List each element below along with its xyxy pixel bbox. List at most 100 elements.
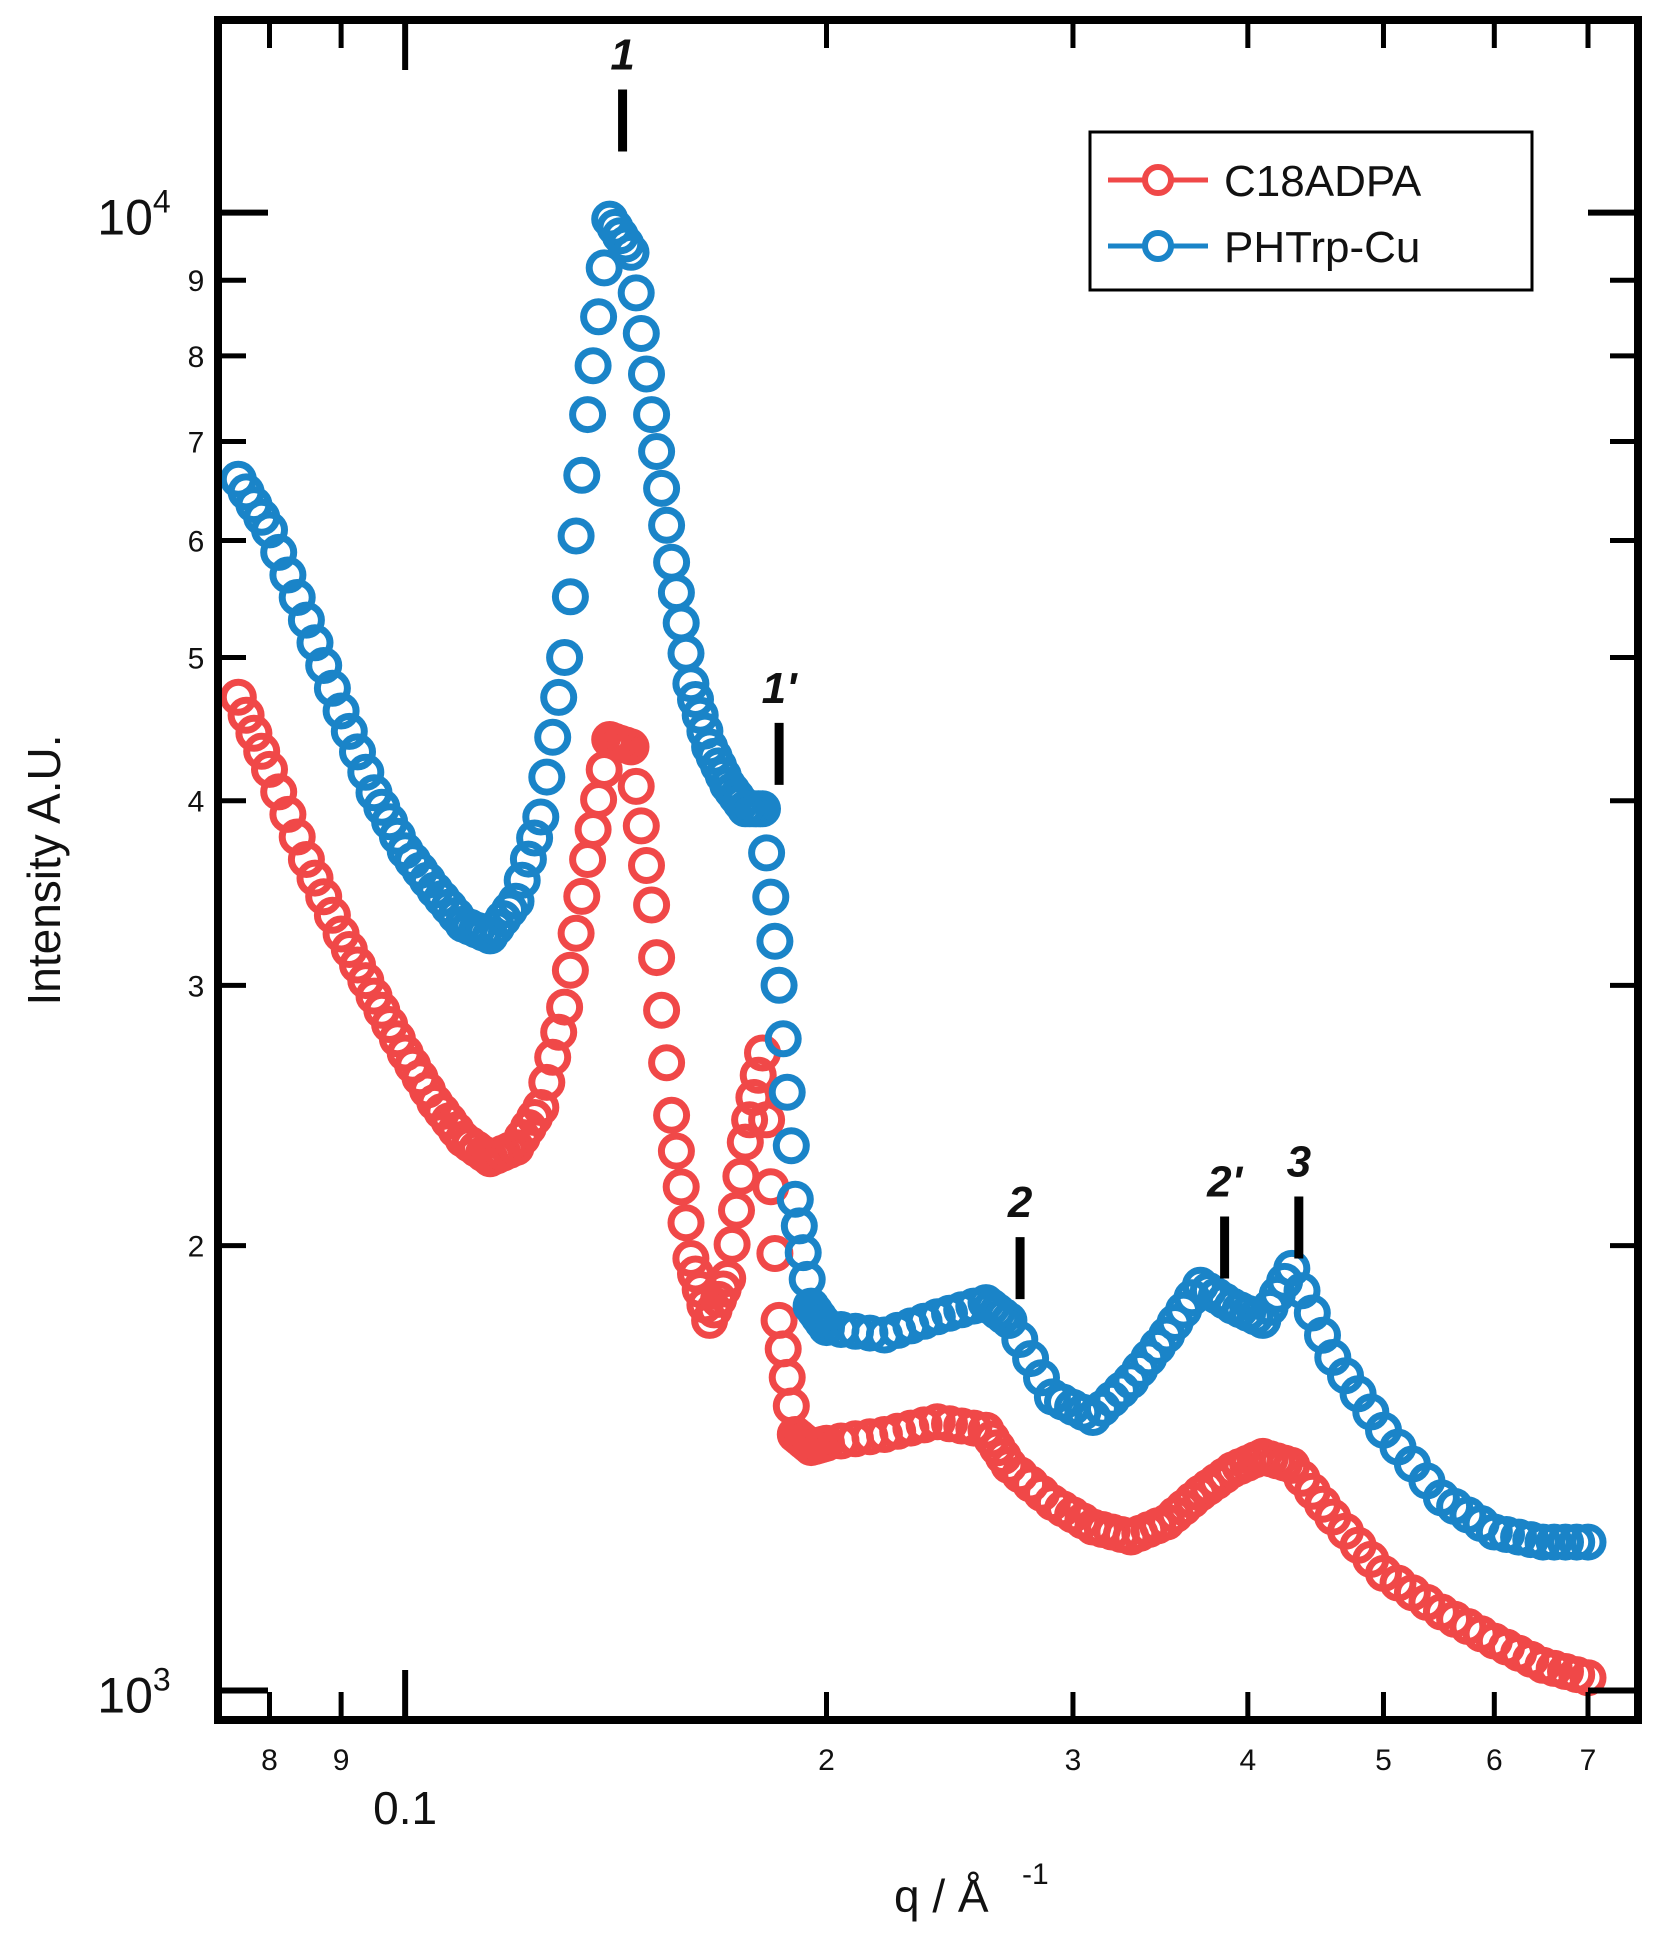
y-minor-tick-label: 3 <box>188 970 205 1003</box>
phtrp-cu-point <box>760 966 798 1004</box>
phtrp-cu-interp-marker <box>1558 1523 1596 1561</box>
c18adpa-point <box>546 988 584 1026</box>
phtrp-cu-point <box>653 543 691 581</box>
phtrp-cu-point <box>918 1298 956 1336</box>
c18adpa-point <box>1524 1646 1562 1684</box>
c18adpa-interp-marker <box>628 847 665 884</box>
phtrp-cu-interp-marker <box>657 574 695 612</box>
phtrp-cu-interp-marker <box>551 578 589 616</box>
phtrp-cu-interp-marker <box>648 506 686 544</box>
phtrp-cu-interp-marker <box>339 733 376 771</box>
phtrp-cu-interp-marker <box>617 274 655 312</box>
phtrp-cu-interp-marker <box>681 696 719 734</box>
y-minor-tick-label: 2 <box>188 1231 205 1264</box>
x-axis-title: q / Å -1 <box>894 1858 1049 1922</box>
c18adpa-point <box>1213 1451 1251 1489</box>
c18adpa-point <box>251 750 288 788</box>
phtrp-cu-interp-marker <box>557 517 595 555</box>
c18adpa-interp-marker <box>235 714 273 752</box>
legend-box <box>1088 130 1534 292</box>
y-minor-tick-label: 9 <box>188 265 205 298</box>
phtrp-cu-point <box>612 233 650 271</box>
phtrp-cu-interp-marker <box>509 840 547 878</box>
c18adpa-point <box>1314 1498 1352 1536</box>
c18adpa-interp-marker <box>638 939 676 977</box>
c18adpa-interp-marker <box>748 1101 786 1139</box>
phtrp-cu-point <box>726 790 764 828</box>
c18adpa-interp-marker <box>296 859 334 897</box>
phtrp-cu-interp-marker <box>563 456 601 494</box>
phtrp-cu-interp-marker <box>528 758 566 796</box>
c18adpa-point <box>1422 1593 1460 1631</box>
phtrp-cu-interp-marker <box>768 1073 806 1111</box>
x-minor-tick-label: 4 <box>1239 1744 1256 1777</box>
phtrp-cu-point <box>355 774 393 812</box>
phtrp-cu-point <box>497 882 535 920</box>
c18adpa-point <box>1181 1474 1219 1512</box>
c18adpa-point <box>1112 1518 1150 1556</box>
phtrp-cu-point <box>1524 1523 1562 1561</box>
phtrp-cu-point <box>416 871 454 909</box>
legend: C18ADPA PHTrp-Cu <box>1088 130 1534 292</box>
peak-marker-label: 1' <box>762 664 798 713</box>
phtrp-cu-interp-marker <box>662 604 700 642</box>
phtrp-cu-interp-marker <box>677 681 714 718</box>
phtrp-cu-interp-marker <box>622 315 660 352</box>
phtrp-cu-interp-marker <box>1547 1523 1584 1561</box>
c18adpa-interp-marker <box>622 807 660 845</box>
phtrp-cu-point <box>1365 1411 1402 1449</box>
c18adpa-interp-marker <box>648 1044 686 1082</box>
y-major-tick-label: 103 <box>97 1661 170 1723</box>
phtrp-cu-point <box>569 396 607 434</box>
phtrp-cu-point <box>709 766 747 804</box>
c18adpa-interp-marker <box>227 696 265 734</box>
legend-marker-c18adpa <box>1142 164 1174 196</box>
c18adpa-interp-marker <box>617 767 655 805</box>
axis-ticks: 0.1 8 9 2 3 4 5 6 7 103 104 2 3 4 5 6 7 8 9 <box>97 20 1638 1834</box>
phtrp-cu-interp-marker <box>752 878 790 916</box>
c18adpa-point <box>1148 1503 1186 1541</box>
phtrp-cu-interp-marker <box>1083 1389 1121 1427</box>
x-minor-tick-label: 7 <box>1580 1744 1597 1777</box>
c18adpa-interp-marker <box>667 1204 705 1242</box>
c18adpa-interp-marker <box>662 1168 700 1206</box>
phtrp-cu-point <box>251 511 288 549</box>
phtrp-cu-point <box>219 460 257 498</box>
c18adpa-point <box>653 1096 691 1134</box>
peak-marker-label: 2 <box>1007 1178 1033 1227</box>
phtrp-cu-interp-marker <box>347 753 385 791</box>
phtrp-cu-point <box>1244 1301 1282 1339</box>
c18adpa-point <box>322 915 360 953</box>
y-minor-tick-label: 8 <box>188 341 205 374</box>
c18adpa-interp-marker <box>551 951 589 989</box>
phtrp-cu-point <box>1112 1362 1150 1400</box>
peak-marker-label: 1 <box>610 30 634 79</box>
c18adpa-interp-marker <box>731 1101 769 1139</box>
phtrp-cu-interp-marker <box>516 819 554 857</box>
x-axis-title-superscript: -1 <box>1022 1858 1049 1891</box>
x-minor-tick-label: 9 <box>333 1744 350 1777</box>
x-minor-tick-label: 5 <box>1375 1744 1392 1777</box>
phtrp-cu-series <box>219 200 1607 1561</box>
c18adpa-point <box>918 1403 956 1441</box>
phtrp-cu-point <box>990 1301 1028 1339</box>
phtrp-cu-point <box>386 832 424 870</box>
c18adpa-point <box>386 1034 424 1072</box>
c18adpa-interp-marker <box>713 1225 751 1263</box>
phtrp-cu-point <box>546 639 584 676</box>
c18adpa-point <box>709 1260 747 1297</box>
phtrp-cu-interp-marker <box>1535 1523 1573 1561</box>
phtrp-cu-interp-marker <box>1093 1380 1131 1418</box>
c18adpa-point <box>287 841 325 878</box>
legend-label-c18adpa: C18ADPA <box>1224 157 1422 206</box>
y-minor-tick-label: 6 <box>188 525 205 558</box>
x-axis-title-text: q / Å <box>894 1870 989 1922</box>
phtrp-cu-point <box>865 1316 903 1354</box>
phtrp-cu-interp-marker <box>534 718 572 756</box>
c18adpa-point <box>760 1301 798 1339</box>
phtrp-cu-point <box>1148 1316 1186 1354</box>
phtrp-cu-point <box>1314 1339 1352 1376</box>
c18adpa-interp-marker <box>643 991 681 1029</box>
phtrp-cu-interp-marker <box>585 249 623 287</box>
c18adpa-point <box>990 1446 1028 1484</box>
